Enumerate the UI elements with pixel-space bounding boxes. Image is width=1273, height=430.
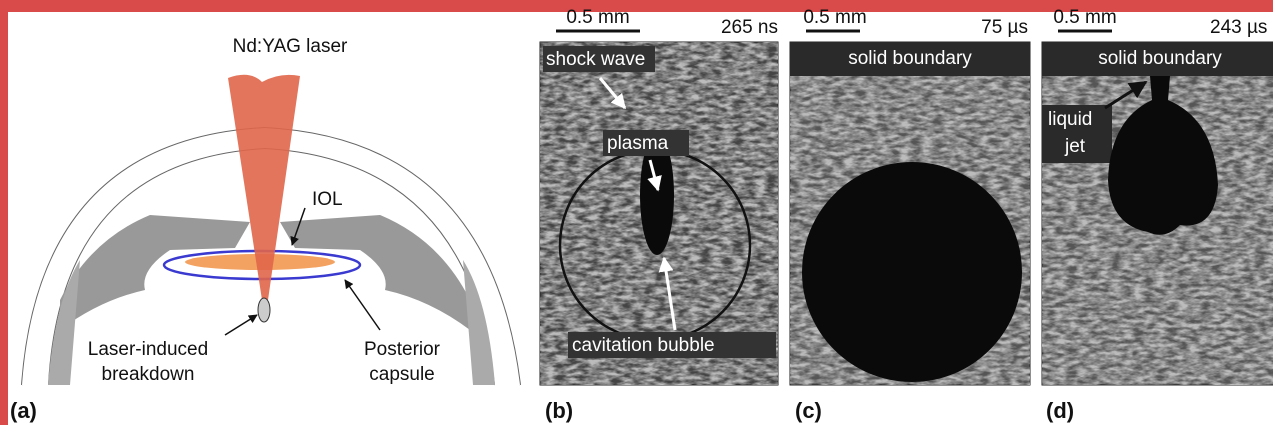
annotation: liquid: [1048, 109, 1092, 130]
annotation: cavitation bubble: [572, 335, 715, 356]
figure: Nd:YAG laser IOL Laser-induced breakdown…: [0, 0, 1273, 425]
annotation: shock wave: [546, 49, 645, 70]
panel-d: 0.5 mm 243 µs solid boundary liquid jet …: [1042, 7, 1273, 423]
annotation: Posterior: [364, 339, 441, 360]
annotation: solid boundary: [848, 48, 972, 69]
annotation: solid boundary: [1098, 48, 1222, 69]
scale-bar: 0.5 mm: [566, 7, 629, 28]
annotation: breakdown: [102, 364, 195, 385]
annotation: Laser-induced: [88, 339, 208, 360]
panel-a: Nd:YAG laser IOL Laser-induced breakdown…: [10, 36, 520, 423]
scale-bar: 0.5 mm: [803, 7, 866, 28]
panel-label: (d): [1046, 398, 1074, 423]
annotation: jet: [1064, 136, 1086, 157]
annotation: IOL: [312, 189, 343, 210]
annotation: plasma: [607, 133, 669, 154]
panel-title: Nd:YAG laser: [233, 36, 348, 57]
scale-bar: 0.5 mm: [1053, 7, 1116, 28]
time-label: 265 ns: [721, 17, 778, 38]
panel-label: (c): [795, 398, 822, 423]
panel-b: 0.5 mm 265 ns shock wave plasma cavitati…: [540, 7, 778, 423]
frame-left: [0, 0, 8, 425]
annotation: capsule: [369, 364, 435, 385]
time-label: 75 µs: [981, 17, 1028, 38]
panel-label: (a): [10, 398, 37, 423]
panel-label: (b): [545, 398, 573, 423]
panel-c: 0.5 mm 75 µs solid boundary (c): [790, 7, 1030, 423]
time-label: 243 µs: [1210, 17, 1267, 38]
